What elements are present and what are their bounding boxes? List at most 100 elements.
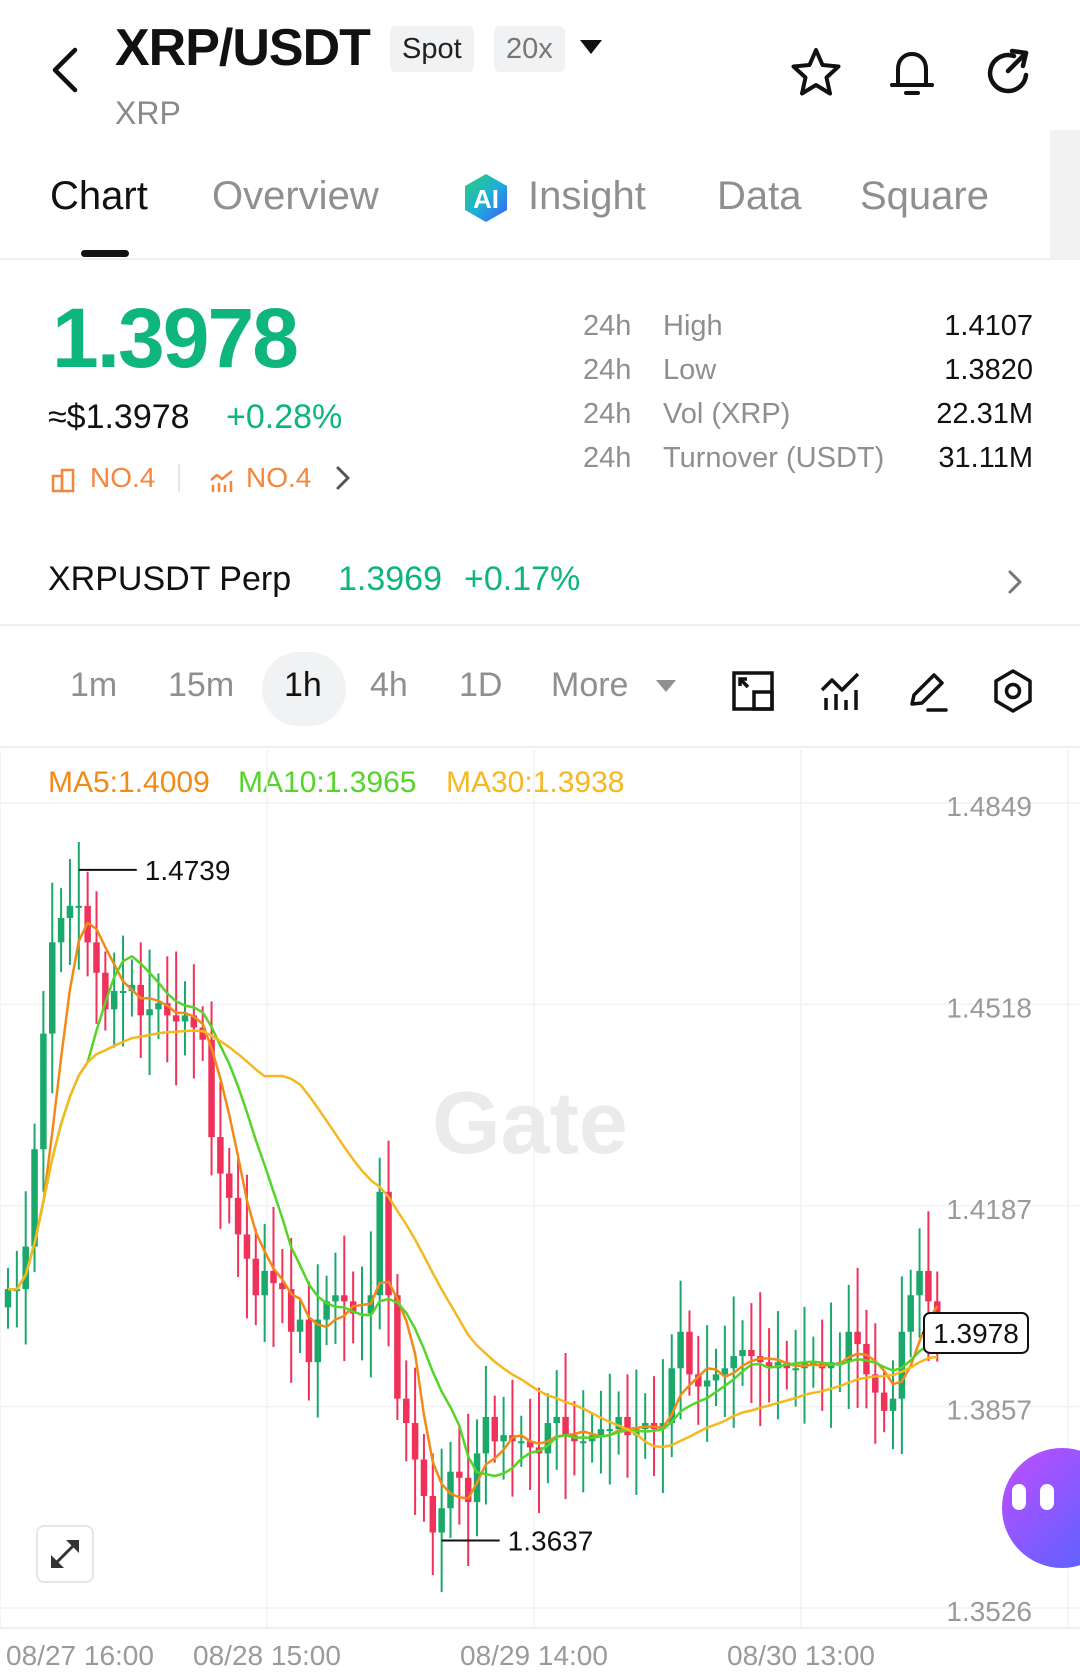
candle-body: [146, 1009, 153, 1016]
chart-type-toggle-icon[interactable]: [730, 668, 776, 714]
candles-group: [4, 841, 941, 1593]
candle-body: [580, 1441, 587, 1444]
bell-icon[interactable]: [884, 45, 940, 101]
candle-body: [889, 1398, 897, 1411]
candle-body: [22, 1246, 29, 1290]
ma30-line: [8, 1029, 938, 1449]
interval-1m[interactable]: 1m: [70, 666, 118, 704]
tab-data[interactable]: Data: [717, 174, 802, 218]
tab-insight[interactable]: Insight: [528, 174, 646, 218]
drawing-pen-icon[interactable]: [904, 668, 950, 714]
chevron-right-icon[interactable]: [332, 462, 354, 494]
candle-body: [925, 1270, 932, 1302]
more-caret-icon[interactable]: [656, 680, 676, 692]
tab-overview[interactable]: Overview: [212, 174, 379, 218]
x-tick-label: 08/28 15:00: [193, 1640, 341, 1671]
candle-body: [810, 1362, 817, 1365]
candle-body: [730, 1356, 737, 1369]
x-tick-label: 08/29 14:00: [460, 1640, 608, 1671]
moving-averages-group: [8, 921, 939, 1500]
share-refresh-icon[interactable]: [980, 45, 1036, 101]
candle-body: [305, 1319, 313, 1363]
candle-body: [208, 1039, 215, 1138]
candle-body: [332, 1295, 339, 1302]
candle-body: [907, 1295, 914, 1332]
ma10-line: [8, 955, 938, 1478]
interval-1h[interactable]: 1h: [284, 666, 322, 704]
active-tab-indicator: [81, 250, 129, 257]
stat-label: Low: [663, 354, 717, 386]
candle-body: [403, 1398, 410, 1424]
candle-body: [526, 1441, 534, 1448]
stat-row-volume: 24h Vol (XRP) 22.31M: [583, 398, 1033, 442]
candle-body: [633, 1429, 640, 1436]
indicators-icon[interactable]: [818, 668, 864, 714]
candle-body: [31, 1149, 38, 1247]
candle-body: [287, 1289, 295, 1332]
candle-body: [491, 1416, 498, 1442]
candle-body: [898, 1331, 906, 1399]
interval-4h[interactable]: 4h: [370, 666, 408, 704]
ma5-line: [8, 921, 939, 1500]
candle-body: [376, 1191, 383, 1296]
candle-body: [110, 991, 118, 1010]
candle-body: [323, 1301, 330, 1320]
perp-name: XRPUSDT Perp: [48, 560, 292, 598]
market-cap-rank[interactable]: NO.4: [90, 462, 156, 493]
tab-scroll-fade: [1050, 130, 1080, 260]
candle-body: [234, 1197, 242, 1235]
star-icon[interactable]: [788, 45, 844, 101]
pair-subtitle: XRP: [115, 95, 181, 131]
candle-body: [712, 1374, 720, 1381]
tab-square[interactable]: Square: [860, 174, 989, 218]
interval-1d[interactable]: 1D: [459, 666, 503, 704]
candle-body: [411, 1423, 419, 1460]
volume-rank[interactable]: NO.4: [246, 462, 312, 493]
candle-body: [243, 1234, 251, 1259]
pair-dropdown-icon[interactable]: [580, 40, 602, 54]
volume-rank-icon: [210, 470, 233, 492]
chat-eye-icon: [1040, 1484, 1054, 1510]
interval-more[interactable]: More: [551, 666, 629, 704]
usd-price: ≈$1.3978: [48, 398, 190, 436]
candle-body: [703, 1380, 711, 1387]
candle-body: [438, 1508, 445, 1533]
candle-body: [93, 942, 100, 973]
settings-gear-icon[interactable]: [990, 668, 1036, 714]
candle-body: [102, 972, 109, 1010]
candle-body: [137, 984, 144, 1016]
tab-chart[interactable]: Chart: [50, 174, 148, 218]
candle-body: [482, 1416, 490, 1454]
fullscreen-expand-button[interactable]: [36, 1525, 94, 1583]
candlestick-chart[interactable]: Gate 1.4849 1.4518 1.4187 1.3857 1.3526 08/27…: [0, 750, 1080, 1678]
svg-text:AI: AI: [473, 184, 499, 214]
candle-body: [394, 1295, 401, 1399]
pair-title[interactable]: XRP/USDT: [115, 19, 371, 77]
high-marker-label: 1.4739: [145, 855, 231, 886]
stat-label: High: [663, 310, 723, 342]
active-interval-pill: [262, 652, 346, 726]
last-price: 1.3978: [52, 291, 299, 385]
candle-body: [40, 1033, 47, 1150]
candle-body: [473, 1453, 481, 1503]
candle-body: [270, 1270, 277, 1284]
candle-body: [190, 1015, 198, 1028]
perp-row[interactable]: XRPUSDT Perp 1.3969 +0.17%: [0, 530, 1080, 626]
stat-period: 24h: [583, 442, 632, 474]
x-tick-label: 08/27 16:00: [6, 1640, 154, 1671]
main-tabs: Chart Overview AI Insight Data Square T: [0, 150, 1080, 260]
candle-body: [464, 1477, 472, 1503]
candle-body: [606, 1429, 614, 1432]
candle-body: [296, 1319, 304, 1332]
stat-period: 24h: [583, 354, 632, 386]
chevron-right-icon[interactable]: [1004, 566, 1026, 598]
stat-label: Turnover (USDT): [663, 442, 885, 474]
interval-15m[interactable]: 15m: [168, 666, 235, 704]
y-tick-label: 1.4849: [946, 791, 1032, 822]
candle-body: [252, 1258, 260, 1296]
back-arrow-icon[interactable]: [45, 45, 85, 95]
candle-body: [677, 1331, 684, 1369]
interval-bar: 1m 15m 1h 4h 1D More: [0, 628, 1080, 748]
candle-body: [872, 1374, 879, 1393]
y-tick-label: 1.3857: [946, 1395, 1032, 1426]
